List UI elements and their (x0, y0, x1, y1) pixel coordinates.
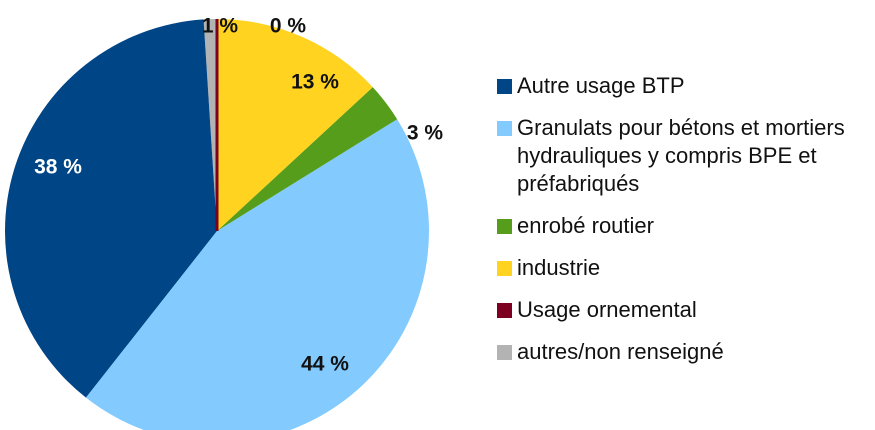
legend-swatch (497, 79, 512, 94)
legend-label: autres/non renseigné (517, 339, 724, 364)
legend-item: Granulats pour bétons et mortiers hydrau… (497, 114, 857, 198)
data-label: 13 % (291, 71, 339, 94)
legend-label: enrobé routier (517, 213, 654, 238)
legend-item: autres/non renseigné (497, 338, 857, 366)
pie-slice (5, 19, 217, 398)
legend-item: enrobé routier (497, 212, 857, 240)
legend: Autre usage BTP Granulats pour bétons et … (497, 72, 857, 380)
data-label: 1 % (202, 15, 239, 38)
data-label: 38 % (34, 156, 82, 179)
legend-swatch (497, 261, 512, 276)
pie-slice (217, 87, 398, 231)
legend-swatch (497, 121, 512, 136)
pie-slice (203, 19, 217, 231)
legend-item: industrie (497, 254, 857, 282)
pie-slice (85, 119, 429, 430)
data-label: 3 % (407, 122, 444, 145)
legend-swatch (497, 303, 512, 318)
legend-label: Usage ornemental (517, 297, 697, 322)
legend-item: Usage ornemental (497, 296, 857, 324)
legend-swatch (497, 345, 512, 360)
legend-label: Granulats pour bétons et mortiers hydrau… (517, 115, 845, 196)
legend-label: industrie (517, 255, 601, 280)
legend-label: Autre usage BTP (517, 73, 685, 98)
legend-swatch (497, 219, 512, 234)
data-label: 0 % (270, 15, 307, 38)
legend-item: Autre usage BTP (497, 72, 857, 100)
pie-slice (217, 19, 373, 231)
data-label: 44 % (301, 353, 349, 376)
